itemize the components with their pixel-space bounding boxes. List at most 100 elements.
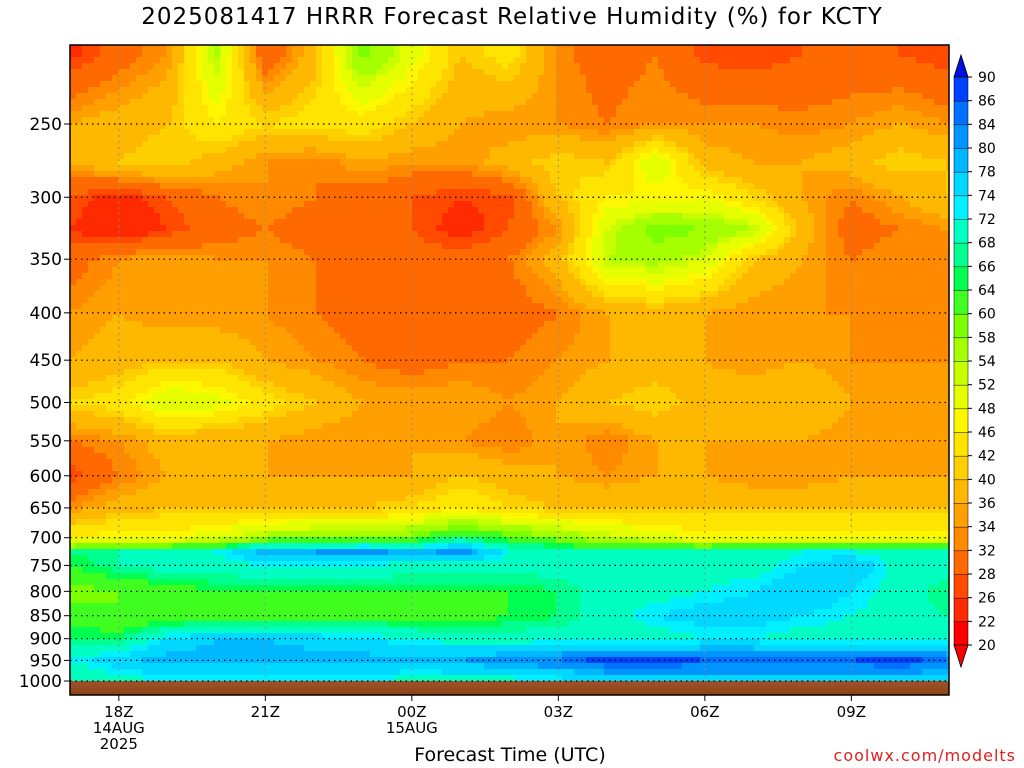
rh-cell [820,51,827,58]
rh-cell [82,81,89,88]
rh-cell [460,141,467,148]
rh-cell [724,195,731,202]
rh-cell [112,105,119,112]
rh-cell [514,243,521,250]
rh-cell [340,189,347,196]
rh-cell [424,51,431,58]
rh-cell [460,213,467,220]
rh-cell [706,177,713,184]
rh-cell [508,81,515,88]
rh-cell [610,225,617,232]
rh-cell [424,189,431,196]
rh-cell [658,135,665,142]
rh-cell [682,123,689,130]
rh-cell [622,105,629,112]
rh-cell [538,225,545,232]
rh-cell [850,219,857,226]
rh-cell [436,117,443,124]
rh-cell [784,171,791,178]
rh-cell [310,99,317,106]
rh-cell [628,63,635,70]
rh-cell [844,231,851,238]
rh-cell [712,225,719,232]
rh-cell [172,243,179,250]
rh-cell [796,69,803,76]
rh-cell [640,201,647,208]
rh-cell [850,147,857,154]
rh-cell [520,123,527,130]
rh-cell [688,189,695,196]
rh-cell [946,93,949,100]
rh-cell [658,117,665,124]
rh-cell [172,159,179,166]
rh-cell [286,75,293,82]
rh-cell [670,183,677,190]
rh-cell [760,225,767,232]
rh-cell [340,237,347,244]
rh-cell [364,129,371,136]
rh-cell [76,111,83,118]
rh-cell [586,177,593,184]
rh-cell [112,75,119,82]
rh-cell [940,207,947,214]
rh-cell [154,129,161,136]
rh-cell [358,171,365,178]
rh-cell [826,189,833,196]
rh-cell [832,189,839,196]
rh-cell [328,153,335,160]
rh-cell [532,201,539,208]
rh-cell [244,105,251,112]
rh-cell [502,117,509,124]
rh-cell [634,243,641,250]
rh-cell [328,171,335,178]
rh-cell [538,123,545,130]
rh-cell [544,51,551,58]
rh-cell [76,189,83,196]
rh-cell [736,63,743,70]
rh-cell [304,171,311,178]
rh-cell [598,177,605,184]
rh-cell [832,111,839,118]
rh-cell [808,159,815,166]
rh-cell [598,237,605,244]
rh-cell [934,57,941,64]
rh-cell [868,243,875,250]
rh-cell [790,129,797,136]
rh-cell [268,81,275,88]
rh-cell [898,117,905,124]
rh-cell [370,99,377,106]
rh-cell [280,57,287,64]
rh-cell [772,81,779,88]
rh-cell [556,231,563,238]
rh-cell [454,117,461,124]
rh-cell [766,57,773,64]
rh-cell [886,225,893,232]
rh-cell [814,201,821,208]
rh-cell [136,63,143,70]
rh-cell [946,171,949,178]
rh-cell [526,177,533,184]
rh-cell [226,99,233,106]
rh-cell [820,231,827,238]
rh-cell [256,111,263,118]
rh-cell [460,117,467,124]
rh-cell [604,153,611,160]
rh-cell [844,129,851,136]
rh-cell [454,81,461,88]
rh-cell [94,177,101,184]
rh-cell [130,219,137,226]
rh-cell [790,243,797,250]
rh-cell [664,63,671,70]
rh-cell [580,117,587,124]
rh-cell [688,105,695,112]
rh-cell [388,63,395,70]
rh-cell [100,207,107,214]
rh-cell [142,87,149,94]
rh-cell [592,117,599,124]
rh-cell [172,153,179,160]
rh-cell [658,111,665,118]
rh-cell [406,129,413,136]
rh-cell [442,237,449,244]
rh-cell [166,81,173,88]
rh-cell [940,243,947,250]
